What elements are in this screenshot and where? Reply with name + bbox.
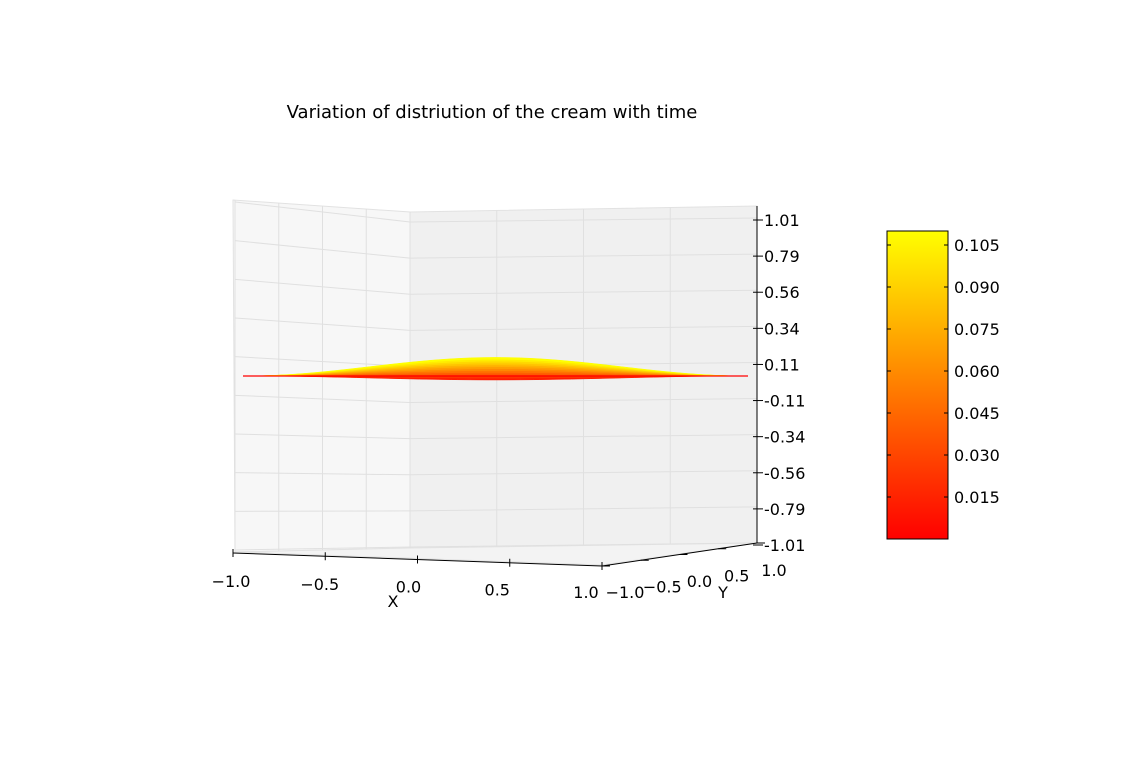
z-tick-label: -0.56 bbox=[764, 464, 805, 483]
colorbar-tick-label: 0.105 bbox=[954, 236, 1000, 255]
surface-plot bbox=[242, 357, 749, 381]
colorbar-tick-label: 0.045 bbox=[954, 404, 1000, 423]
z-tick-label: 0.79 bbox=[764, 247, 800, 266]
y-tick-label: 0.5 bbox=[724, 567, 749, 586]
y-ticks: −1.0−0.5 0.0 0.5 1.0 bbox=[602, 542, 787, 602]
y-tick-label: 1.0 bbox=[761, 561, 786, 580]
y-tick-label: −0.5 bbox=[643, 578, 682, 597]
x-tick-label: 1.0 bbox=[573, 583, 598, 602]
colorbar bbox=[886, 230, 949, 540]
x-tick-label: −1.0 bbox=[212, 572, 251, 591]
z-ticks: -1.01 -0.79 -0.56 -0.34 -0.11 0.11 0.34 0.56 0.7… bbox=[753, 211, 805, 555]
z-tick-label: -0.34 bbox=[764, 428, 805, 447]
y-tick-label: −1.0 bbox=[606, 583, 645, 602]
chart-title: Variation of distriution of the cream wi… bbox=[287, 102, 698, 123]
colorbar-tick-label: 0.090 bbox=[954, 278, 1000, 297]
colorbar-ticks: 0.015 0.030 0.045 0.060 0.075 0.090 0.105 bbox=[887, 236, 1000, 507]
colorbar-tick-label: 0.075 bbox=[954, 320, 1000, 339]
y-axis-label: Y bbox=[717, 583, 728, 602]
z-tick-label: 1.01 bbox=[764, 211, 800, 230]
colorbar-tick-label: 0.030 bbox=[954, 446, 1000, 465]
z-tick-label: -0.79 bbox=[764, 500, 805, 519]
colorbar-tick-label: 0.060 bbox=[954, 362, 1000, 381]
z-tick-label: -0.11 bbox=[764, 392, 805, 411]
z-tick-label: -1.01 bbox=[764, 536, 805, 555]
z-tick-label: 0.34 bbox=[764, 319, 800, 338]
colorbar-tick-label: 0.015 bbox=[954, 488, 1000, 507]
x-tick-label: −0.5 bbox=[300, 575, 339, 594]
z-tick-label: 0.11 bbox=[764, 355, 800, 374]
x-ticks: −1.0 −0.5 0.0 0.5 1.0 bbox=[212, 549, 603, 602]
z-tick-label: 0.56 bbox=[764, 283, 800, 302]
y-tick-label: 0.0 bbox=[687, 572, 712, 591]
x-tick-label: 0.5 bbox=[485, 580, 510, 599]
x-axis-label: X bbox=[388, 592, 399, 611]
x-tick-label: 0.0 bbox=[396, 578, 421, 597]
